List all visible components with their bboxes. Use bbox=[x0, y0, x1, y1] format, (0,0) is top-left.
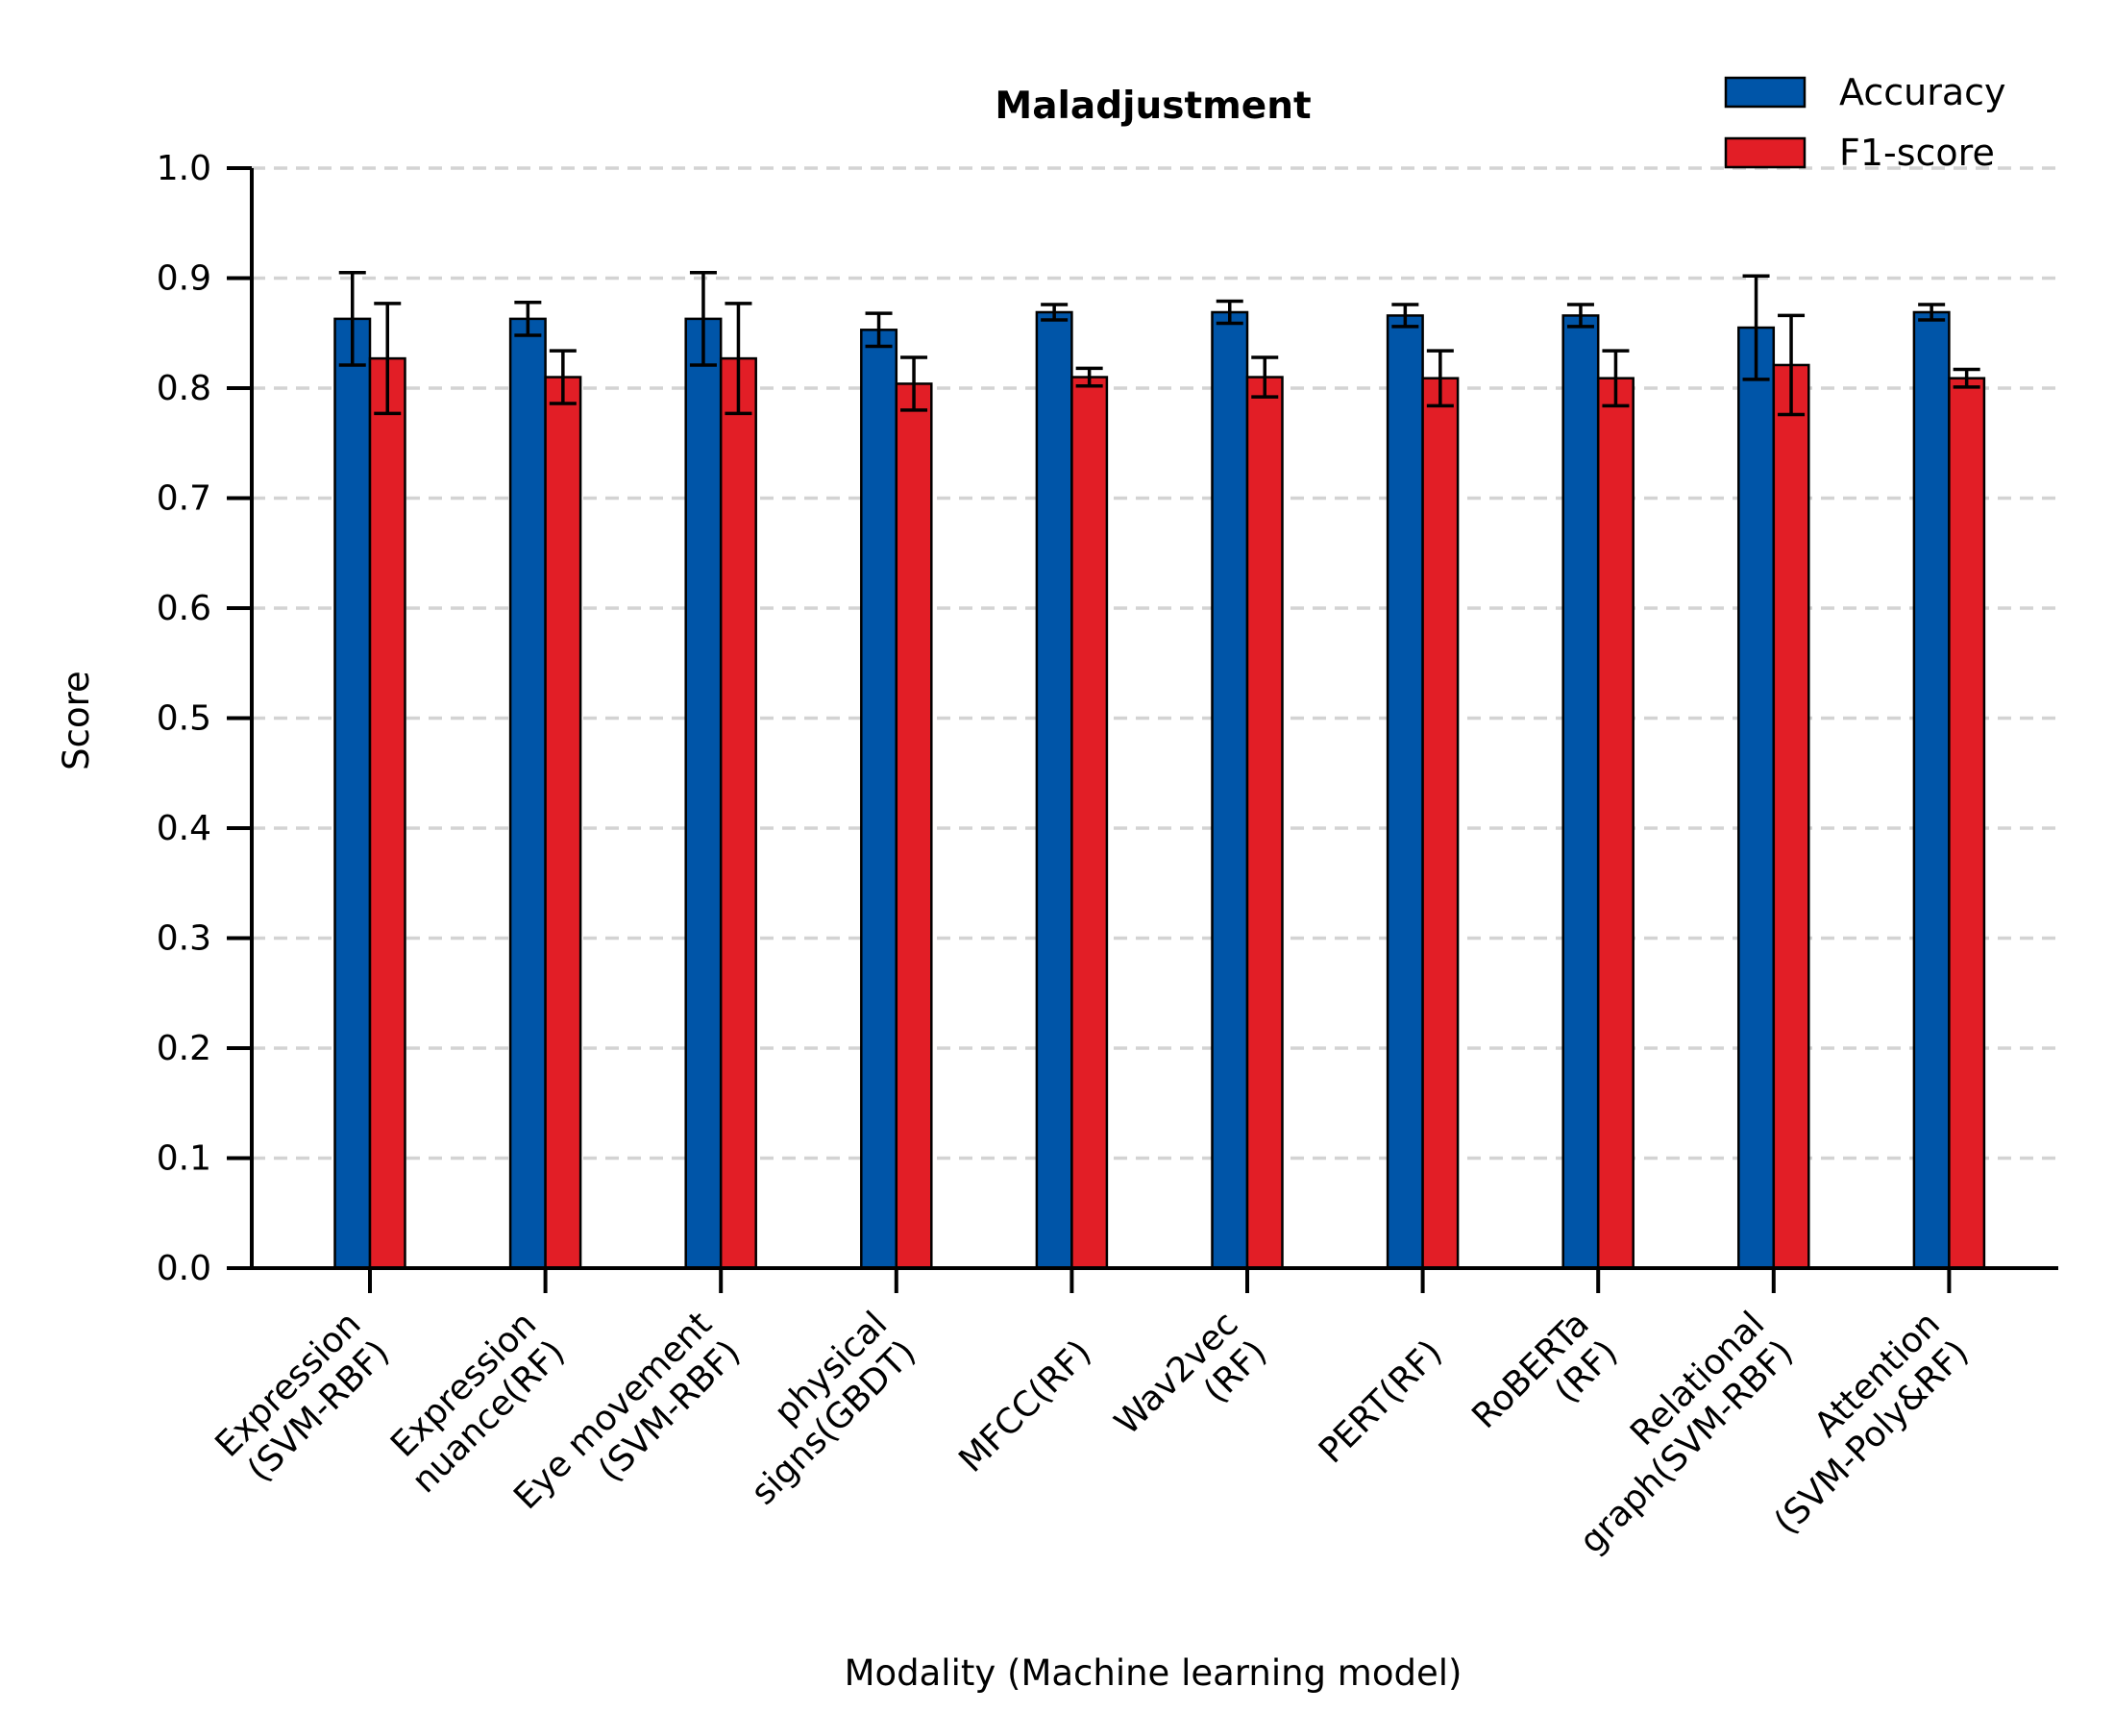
accuracy-bar bbox=[860, 329, 898, 1270]
error-bars bbox=[338, 271, 1980, 417]
accuracy-bar bbox=[1386, 314, 1424, 1270]
accuracy-bar bbox=[1737, 326, 1776, 1270]
legend-label: F1-score bbox=[1839, 132, 1995, 174]
y-tick-label: 0.9 bbox=[157, 259, 211, 299]
chart-title: Maladjustment bbox=[995, 85, 1311, 128]
y-tick-label: 1.0 bbox=[157, 149, 211, 188]
f1-score-bar bbox=[1421, 377, 1460, 1270]
f1-score-bar bbox=[1245, 376, 1284, 1270]
y-tick-label: 0.5 bbox=[157, 699, 211, 739]
y-tick-label: 0.3 bbox=[157, 919, 211, 959]
y-tick-label: 0.7 bbox=[157, 479, 211, 519]
accuracy-bar bbox=[508, 317, 547, 1270]
f1-score-bar bbox=[544, 376, 582, 1270]
f1-score-bar bbox=[1070, 376, 1109, 1270]
x-tick-label: PERT(RF) bbox=[1312, 1333, 1450, 1471]
x-tick-label: RoBERTa(RF) bbox=[1464, 1305, 1625, 1465]
legend-swatch bbox=[1724, 136, 1807, 169]
accuracy-bar bbox=[1912, 310, 1951, 1270]
f1-score-bar bbox=[1772, 363, 1810, 1270]
x-tick-label: MFCC(RF) bbox=[951, 1333, 1098, 1479]
f1-score-bar bbox=[1596, 377, 1635, 1270]
legend-label: Accuracy bbox=[1839, 71, 2006, 113]
accuracy-bar bbox=[1035, 310, 1073, 1270]
f1-score-bar bbox=[895, 382, 933, 1270]
x-tick-label: Wav2vec(RF) bbox=[1108, 1305, 1275, 1472]
x-tick-label: physicalsigns(GBDT) bbox=[715, 1305, 923, 1513]
legend: Accuracy F1-score bbox=[1724, 71, 2006, 174]
f1-score-bar bbox=[368, 356, 406, 1270]
x-axis-title: Modality (Machine learning model) bbox=[845, 1652, 1463, 1694]
f1-score-bar bbox=[1948, 377, 1986, 1270]
f1-score-bar bbox=[719, 356, 757, 1270]
accuracy-bar bbox=[1211, 310, 1249, 1270]
y-tick-label: 0.4 bbox=[157, 809, 211, 848]
x-ticks: Expression(SVM-RBF)Expressionnuance(RF)E… bbox=[208, 1268, 1977, 1561]
y-tick-label: 0.6 bbox=[157, 589, 211, 628]
accuracy-bar bbox=[1561, 314, 1600, 1270]
legend-swatch bbox=[1724, 76, 1807, 109]
bars bbox=[333, 310, 1986, 1270]
y-ticks: 0.0 0.1 0.2 0.3 0.4 0.5 0.6 0.7 0.8 0.9 1.0 bbox=[157, 149, 252, 1288]
y-tick-label: 0.2 bbox=[157, 1029, 211, 1068]
accuracy-bar bbox=[333, 317, 372, 1270]
y-tick-label: 0.8 bbox=[157, 369, 211, 408]
x-tick-label: Expression(SVM-RBF) bbox=[208, 1305, 397, 1494]
y-axis-title: Score bbox=[56, 671, 97, 770]
y-tick-label: 0.0 bbox=[157, 1249, 211, 1288]
y-tick-label: 0.1 bbox=[157, 1139, 211, 1179]
accuracy-bar bbox=[684, 317, 723, 1270]
